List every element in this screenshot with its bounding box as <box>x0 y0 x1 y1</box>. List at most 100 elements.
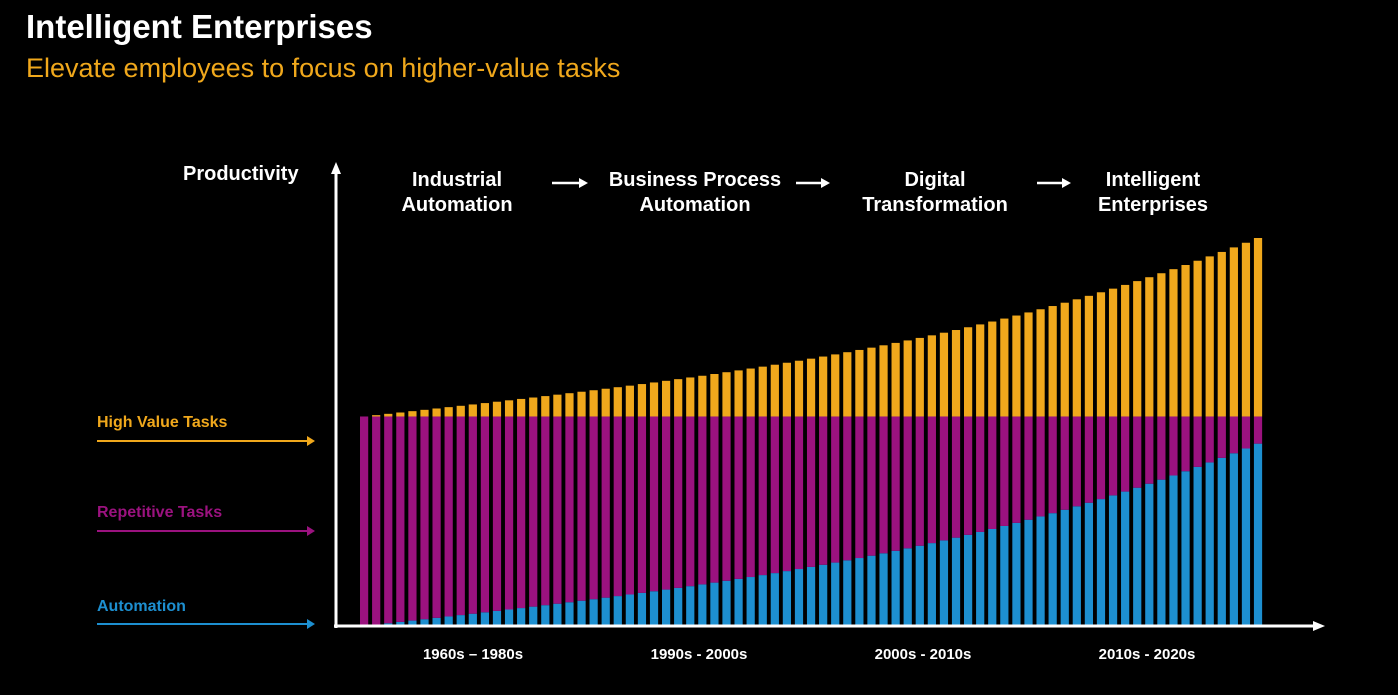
automation-bar-segment <box>649 591 659 626</box>
automation-bar-segment <box>722 580 731 626</box>
high-value-bar-segment <box>420 409 429 417</box>
high-value-bar-segment <box>879 345 888 417</box>
automation-bar-segment <box>432 617 441 626</box>
repetitive-bar-segment <box>384 416 393 624</box>
automation-bar-segment <box>782 571 792 626</box>
automation-bar-segment <box>492 610 502 626</box>
high-value-bar-segment <box>939 332 949 417</box>
automation-bar-segment <box>589 599 598 626</box>
repetitive-bar-segment <box>722 416 731 581</box>
automation-bar-segment <box>770 573 779 626</box>
repetitive-bar-segment <box>1096 416 1106 500</box>
repetitive-bar-segment <box>806 416 816 567</box>
high-value-bar-segment <box>565 393 574 417</box>
high-value-bar-segment <box>831 354 840 417</box>
repetitive-bar-segment <box>903 416 912 549</box>
repetitive-bar-segment <box>1000 416 1009 526</box>
automation-bar-segment <box>734 578 743 626</box>
high-value-bar-segment <box>492 401 502 417</box>
high-value-bar-segment <box>456 405 465 417</box>
high-value-bar-segment <box>686 377 695 417</box>
repetitive-bar-segment <box>782 416 792 572</box>
high-value-bar-segment <box>1048 306 1057 417</box>
automation-bar-segment <box>480 612 490 626</box>
high-value-bar-segment <box>722 372 731 417</box>
high-value-bar-segment <box>372 415 381 417</box>
automation-bar-segment <box>504 609 514 626</box>
repetitive-bar-segment <box>1205 416 1214 463</box>
automation-bar-segment <box>577 600 586 626</box>
high-value-bar-segment <box>770 364 779 417</box>
automation-bar-segment <box>758 575 767 626</box>
automation-bar-segment <box>1205 462 1214 626</box>
repetitive-bar-segment <box>553 416 562 604</box>
phase-line: Industrial <box>411 169 502 191</box>
high-value-bar-segment <box>988 321 997 417</box>
automation-bar-segment <box>1048 513 1057 626</box>
repetitive-bar-segment <box>734 416 743 579</box>
phase-industrial-automation: Industrial Automation <box>397 168 517 218</box>
high-value-bar-segment <box>444 407 453 417</box>
automation-bar-segment <box>819 564 828 626</box>
repetitive-bar-segment <box>1108 416 1118 496</box>
high-value-bar-segment <box>1229 247 1238 417</box>
automation-bar-segment <box>674 587 683 626</box>
high-value-bar-segment <box>1000 318 1009 417</box>
repetitive-bar-segment <box>951 416 961 538</box>
repetitive-bar-segment <box>939 416 949 541</box>
automation-bar-segment <box>1060 509 1069 626</box>
automation-bar-segment <box>855 558 864 626</box>
repetitive-bar-segment <box>831 416 840 563</box>
high-value-bar-segment <box>662 380 671 417</box>
repetitive-bar-segment <box>867 416 876 556</box>
high-value-bar-segment <box>794 360 804 417</box>
legend-repetitive-tasks: Repetitive Tasks <box>97 504 223 521</box>
repetitive-bar-segment <box>529 416 538 607</box>
repetitive-bar-segment <box>432 416 441 618</box>
repetitive-bar-segment <box>1157 416 1166 480</box>
automation-bar-segment <box>867 555 876 626</box>
high-value-bar-segment <box>432 408 441 417</box>
repetitive-bar-segment <box>492 416 502 611</box>
repetitive-bar-segment <box>976 416 985 532</box>
repetitive-bar-segment <box>1084 416 1094 503</box>
automation-bar-segment <box>1024 519 1033 626</box>
repetitive-bar-segment <box>541 416 550 606</box>
repetitive-bar-segment <box>1145 416 1154 484</box>
repetitive-bar-segment <box>758 416 767 576</box>
automation-bar-segment <box>831 562 840 626</box>
legend-high-value-arrow <box>97 436 315 446</box>
repetitive-bar-segment <box>601 416 610 598</box>
automation-bar-segment <box>613 596 622 626</box>
high-value-bar-segment <box>589 390 598 417</box>
high-value-bar-segment <box>1036 309 1045 417</box>
automation-bar-segment <box>1229 453 1238 626</box>
automation-bar-segment <box>1084 502 1094 626</box>
high-value-bar-segment <box>1205 256 1214 417</box>
high-value-bar-segment <box>541 396 550 417</box>
high-value-bar-segment <box>1084 295 1094 417</box>
era-label: 2000s - 2010s <box>874 646 972 663</box>
page-title: Intelligent Enterprises <box>26 8 373 45</box>
repetitive-bar-segment <box>915 416 924 546</box>
bar-group <box>360 238 1263 626</box>
automation-bar-segment <box>951 537 961 626</box>
automation-bar-segment <box>879 553 888 626</box>
automation-bar-segment <box>1036 516 1045 626</box>
era-label: 2010s - 2020s <box>1098 646 1196 663</box>
repetitive-bar-segment <box>988 416 997 529</box>
repetitive-bar-segment <box>456 416 465 616</box>
high-value-bar-segment <box>1145 277 1154 417</box>
page-subtitle: Elevate employees to focus on higher-val… <box>26 53 621 83</box>
automation-bar-segment <box>1072 506 1081 626</box>
automation-bar-segment <box>988 528 997 626</box>
automation-bar-segment <box>1241 448 1251 626</box>
high-value-bar-segment <box>867 347 876 417</box>
automation-bar-segment <box>396 621 405 626</box>
repetitive-bar-segment <box>662 416 671 590</box>
high-value-bar-segment <box>1169 269 1178 417</box>
repetitive-bar-segment <box>565 416 574 603</box>
high-value-bar-segment <box>601 388 610 417</box>
repetitive-bar-segment <box>1253 416 1263 444</box>
automation-bar-segment <box>456 615 465 626</box>
